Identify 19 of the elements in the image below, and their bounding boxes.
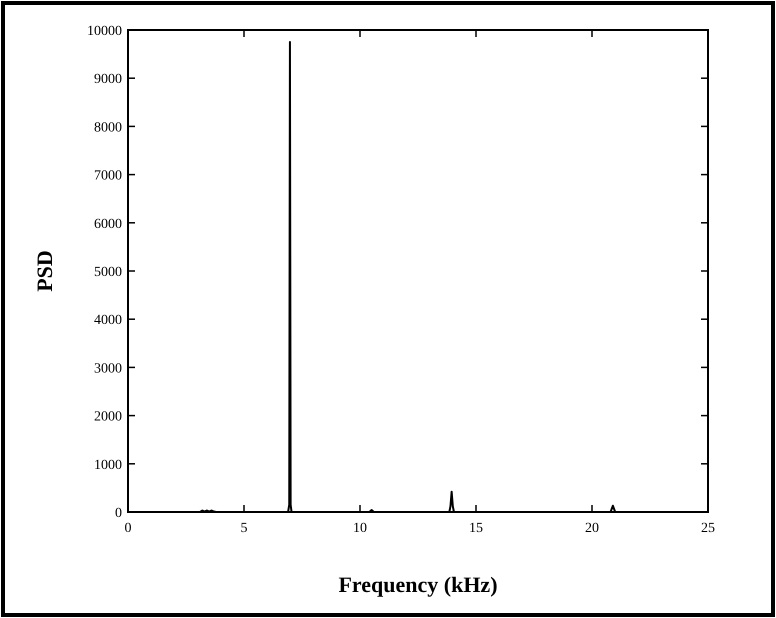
y-tick-label: 0: [115, 506, 122, 521]
x-tick-label: 15: [469, 521, 483, 536]
y-tick-label: 3000: [94, 361, 122, 376]
x-tick-label: 20: [585, 521, 599, 536]
y-tick-label: 2000: [94, 410, 122, 425]
y-tick-label: 5000: [94, 265, 122, 280]
x-tick-label: 0: [124, 521, 132, 536]
y-tick-label: 9000: [94, 72, 122, 88]
y-tick-label: 10000: [87, 24, 122, 39]
x-tick-label: 5: [240, 521, 248, 536]
y-axis-title: PSD: [32, 250, 57, 292]
x-tick-label: 10: [353, 521, 367, 536]
y-tick-label: 6000: [94, 216, 122, 232]
y-tick-label: 8000: [94, 120, 122, 136]
y-tick-label: 1000: [94, 458, 122, 473]
y-tick-label: 7000: [94, 168, 122, 184]
x-tick-label: 25: [701, 521, 715, 536]
x-axis-title: Frequency (kHz): [338, 572, 498, 597]
y-tick-label: 4000: [94, 313, 122, 328]
